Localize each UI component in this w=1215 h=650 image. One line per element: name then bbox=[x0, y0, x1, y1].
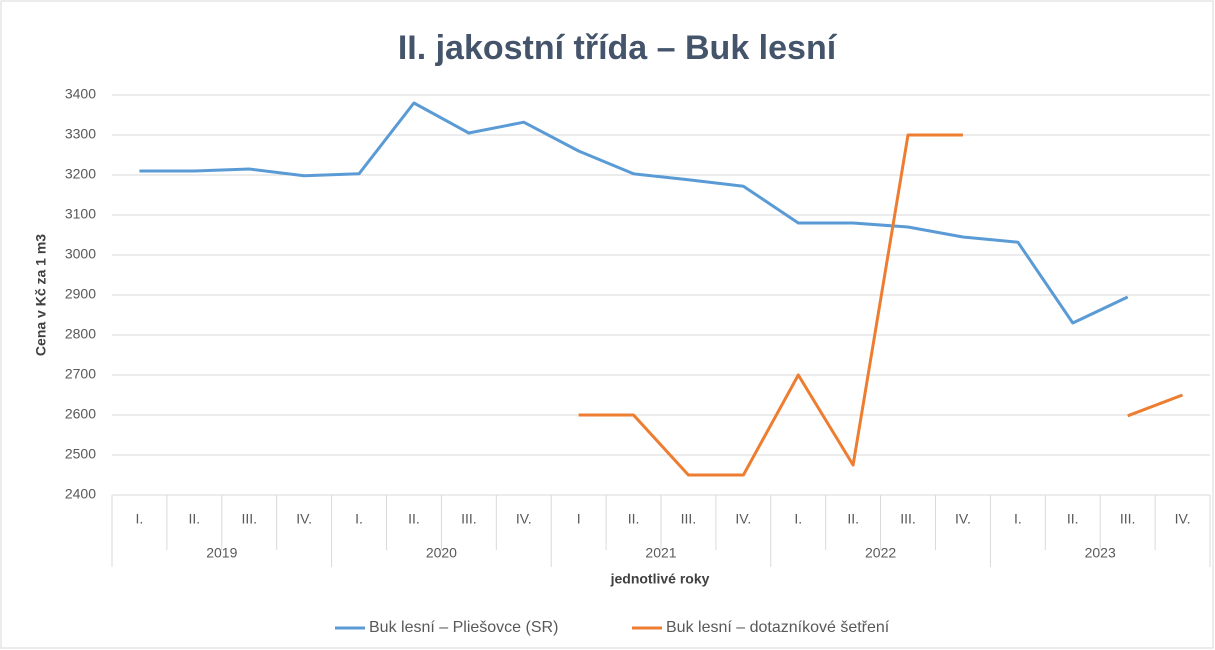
chart-title: II. jakostní třída – Buk lesní bbox=[398, 29, 838, 67]
x-tick-label: II. bbox=[1067, 511, 1079, 527]
y-axis-title: Cena v Kč za 1 m3 bbox=[33, 234, 49, 356]
legend-label: Buk lesní – dotazníkové šetření bbox=[666, 619, 890, 636]
year-label: 2023 bbox=[1085, 545, 1116, 561]
x-tick-label: II. bbox=[847, 511, 859, 527]
y-tick-label: 2600 bbox=[65, 406, 96, 422]
year-label: 2019 bbox=[206, 545, 237, 561]
legend-label: Buk lesní – Pliešovce (SR) bbox=[369, 619, 558, 636]
x-tick-label: IV. bbox=[296, 511, 312, 527]
year-label: 2021 bbox=[645, 545, 676, 561]
y-tick-label: 3400 bbox=[65, 86, 96, 102]
y-tick-label: 3100 bbox=[65, 206, 96, 222]
y-tick-label: 2400 bbox=[65, 486, 96, 502]
x-tick-label: I. bbox=[355, 511, 363, 527]
y-tick-label: 3200 bbox=[65, 166, 96, 182]
series-line bbox=[578, 133, 1184, 477]
y-tick-label: 2800 bbox=[65, 326, 96, 342]
x-tick-label: IV. bbox=[735, 511, 751, 527]
x-tick-label: III. bbox=[900, 511, 916, 527]
x-tick-label: II. bbox=[408, 511, 420, 527]
x-axis-title: jednotlivé roky bbox=[610, 571, 710, 587]
x-tick-label: III. bbox=[681, 511, 697, 527]
x-tick-label: I. bbox=[136, 511, 144, 527]
x-tick-label: II. bbox=[189, 511, 201, 527]
x-tick-label: III. bbox=[241, 511, 257, 527]
y-tick-label: 3300 bbox=[65, 126, 96, 142]
series-line bbox=[139, 101, 1129, 325]
y-tick-label: 2700 bbox=[65, 366, 96, 382]
x-tick-label: IV. bbox=[955, 511, 971, 527]
x-tick-label: IV. bbox=[516, 511, 532, 527]
y-tick-label: 2900 bbox=[65, 286, 96, 302]
x-tick-label: I. bbox=[1014, 511, 1022, 527]
y-tick-label: 2500 bbox=[65, 446, 96, 462]
year-label: 2022 bbox=[865, 545, 896, 561]
y-tick-label: 3000 bbox=[65, 246, 96, 262]
x-tick-label: II. bbox=[628, 511, 640, 527]
x-tick-label: I bbox=[577, 511, 581, 527]
x-tick-label: I. bbox=[794, 511, 802, 527]
year-label: 2020 bbox=[426, 545, 457, 561]
x-tick-label: III. bbox=[461, 511, 477, 527]
x-tick-label: III. bbox=[1120, 511, 1136, 527]
x-tick-label: IV. bbox=[1175, 511, 1191, 527]
